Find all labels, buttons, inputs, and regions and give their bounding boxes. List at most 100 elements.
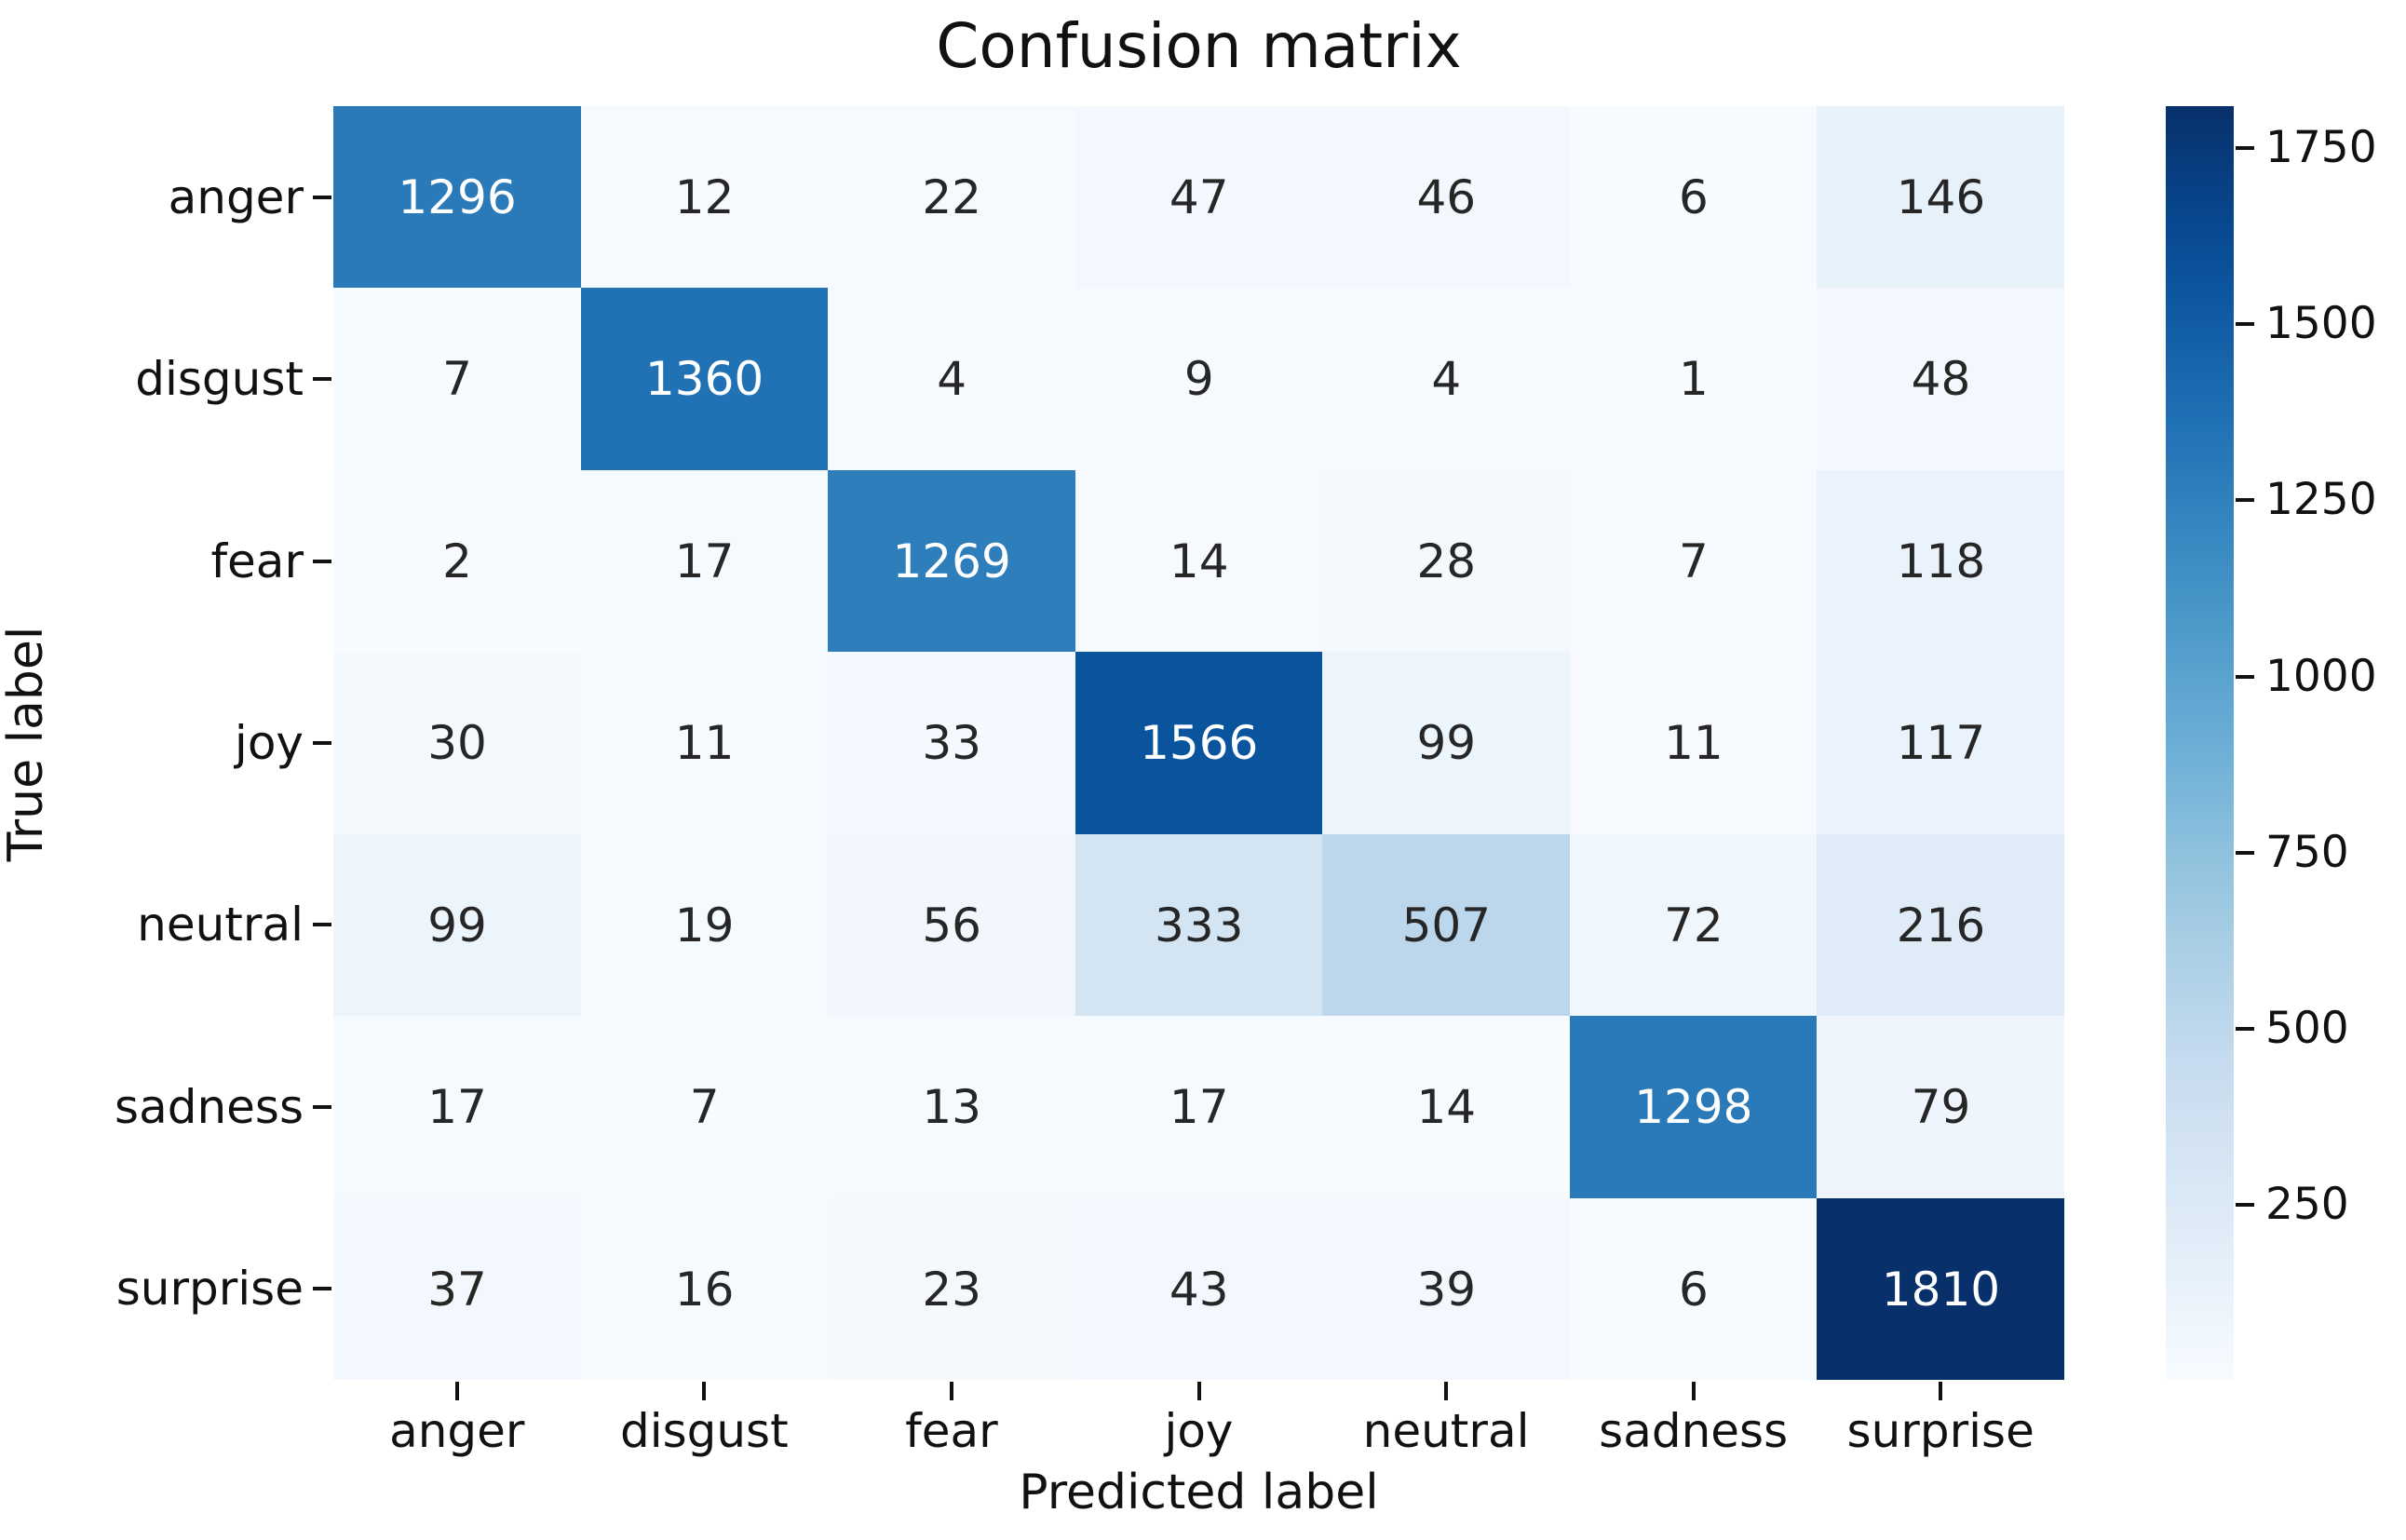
cell-value: 47 bbox=[1169, 169, 1229, 224]
y-tick-mark bbox=[313, 923, 331, 927]
heatmap-cell: 118 bbox=[1817, 469, 2065, 653]
cell-value: 16 bbox=[674, 1262, 735, 1317]
heatmap-cell: 99 bbox=[333, 833, 582, 1017]
cell-value: 11 bbox=[674, 716, 735, 771]
cell-value: 33 bbox=[922, 716, 981, 771]
y-axis-label: True label bbox=[0, 626, 54, 862]
colorbar-tick-label: 1250 bbox=[2265, 474, 2377, 526]
cell-value: 507 bbox=[1401, 898, 1492, 952]
cell-value: 7 bbox=[1678, 534, 1709, 588]
x-tick-mark bbox=[702, 1382, 707, 1400]
x-tick-label: surprise bbox=[1846, 1404, 2034, 1458]
colorbar-tick-mark bbox=[2236, 850, 2254, 855]
heatmap-cell: 1298 bbox=[1569, 1016, 1818, 1199]
cell-value: 37 bbox=[427, 1262, 487, 1317]
y-tick-mark bbox=[313, 1287, 331, 1291]
colorbar-tick-label: 750 bbox=[2265, 826, 2349, 878]
cell-value: 99 bbox=[427, 898, 487, 952]
heatmap-cell: 7 bbox=[333, 288, 582, 471]
heatmap-cell: 11 bbox=[580, 652, 829, 835]
x-tick-mark bbox=[949, 1382, 953, 1400]
colorbar-gradient bbox=[2166, 106, 2234, 1380]
cell-value: 99 bbox=[1416, 716, 1477, 771]
y-tick-mark bbox=[313, 195, 331, 199]
cell-value: 28 bbox=[1416, 534, 1477, 588]
cell-value: 4 bbox=[937, 352, 967, 407]
heatmap-cell: 28 bbox=[1322, 469, 1571, 653]
heatmap-cell: 4 bbox=[1322, 288, 1571, 471]
cell-value: 7 bbox=[689, 1080, 720, 1135]
heatmap-cell: 19 bbox=[580, 833, 829, 1017]
heatmap-cell: 12 bbox=[580, 106, 829, 289]
y-tick-label: joy bbox=[234, 716, 304, 770]
heatmap-cell: 99 bbox=[1322, 652, 1571, 835]
heatmap-cell: 2 bbox=[333, 469, 582, 653]
cell-value: 6 bbox=[1678, 169, 1709, 224]
cell-value: 1810 bbox=[1881, 1262, 2001, 1317]
heatmap-cell: 79 bbox=[1817, 1016, 2065, 1199]
cell-value: 1298 bbox=[1634, 1080, 1753, 1135]
heatmap-cell: 22 bbox=[828, 106, 1076, 289]
cell-value: 30 bbox=[427, 716, 487, 771]
cell-value: 1 bbox=[1678, 352, 1709, 407]
heatmap-cell: 6 bbox=[1569, 106, 1818, 289]
heatmap-cell: 43 bbox=[1075, 1197, 1323, 1381]
cell-value: 13 bbox=[922, 1080, 981, 1135]
heatmap-cell: 47 bbox=[1075, 106, 1323, 289]
heatmap-axes: 1296 12 22 47 46 6 146 7 1360 4 9 4 1 48 2 17 1269 14 28 7 1… bbox=[333, 106, 2065, 1381]
colorbar-tick-mark bbox=[2236, 498, 2254, 503]
x-tick-mark bbox=[454, 1382, 459, 1400]
cell-value: 43 bbox=[1169, 1262, 1229, 1317]
cell-value: 19 bbox=[674, 898, 735, 952]
chart-title: Confusion matrix bbox=[936, 10, 1462, 82]
x-tick-mark bbox=[1691, 1382, 1696, 1400]
cell-value: 39 bbox=[1416, 1262, 1477, 1317]
cell-value: 22 bbox=[922, 169, 981, 224]
heatmap-cell: 9 bbox=[1075, 288, 1323, 471]
heatmap-cell: 7 bbox=[1569, 469, 1818, 653]
cell-value: 56 bbox=[922, 898, 981, 952]
x-tick-label: fear bbox=[905, 1404, 998, 1458]
cell-value: 1296 bbox=[398, 169, 517, 224]
y-tick-label: sadness bbox=[115, 1079, 304, 1134]
colorbar-tick-label: 1750 bbox=[2265, 122, 2377, 174]
colorbar-tick-label: 500 bbox=[2265, 1002, 2349, 1054]
heatmap-cell: 1269 bbox=[828, 469, 1076, 653]
heatmap-cell: 6 bbox=[1569, 1197, 1818, 1381]
x-tick-label: sadness bbox=[1599, 1404, 1789, 1458]
cell-value: 1269 bbox=[892, 534, 1011, 588]
colorbar-tick-mark bbox=[2236, 1202, 2254, 1207]
cell-value: 333 bbox=[1155, 898, 1244, 952]
x-tick-label: neutral bbox=[1362, 1404, 1530, 1458]
x-tick-mark bbox=[1444, 1382, 1449, 1400]
y-tick-label: anger bbox=[168, 169, 304, 224]
cell-value: 23 bbox=[922, 1262, 981, 1317]
colorbar-tick-mark bbox=[2236, 1026, 2254, 1031]
colorbar-tick-mark bbox=[2236, 322, 2254, 327]
y-tick-mark bbox=[313, 1104, 331, 1109]
y-tick-label: neutral bbox=[137, 898, 304, 952]
heatmap-cell: 56 bbox=[828, 833, 1076, 1017]
x-tick-mark bbox=[1196, 1382, 1201, 1400]
heatmap-cell: 72 bbox=[1569, 833, 1818, 1017]
cell-value: 11 bbox=[1664, 716, 1723, 771]
heatmap-cell: 17 bbox=[333, 1016, 582, 1199]
x-tick-label: anger bbox=[389, 1404, 525, 1458]
heatmap-cell: 17 bbox=[580, 469, 829, 653]
heatmap-cell: 14 bbox=[1075, 469, 1323, 653]
heatmap-cell: 1 bbox=[1569, 288, 1818, 471]
cell-value: 48 bbox=[1911, 352, 1971, 407]
heatmap-cell: 146 bbox=[1817, 106, 2065, 289]
heatmap-cell: 333 bbox=[1075, 833, 1323, 1017]
cell-value: 7 bbox=[442, 352, 472, 407]
cell-value: 46 bbox=[1416, 169, 1477, 224]
heatmap-cell: 117 bbox=[1817, 652, 2065, 835]
colorbar-tick-label: 250 bbox=[2265, 1178, 2349, 1230]
colorbar-tick-label: 1000 bbox=[2265, 650, 2377, 702]
y-tick-mark bbox=[313, 559, 331, 563]
heatmap-cell: 37 bbox=[333, 1197, 582, 1381]
cell-value: 9 bbox=[1183, 352, 1214, 407]
heatmap-cell: 507 bbox=[1322, 833, 1571, 1017]
cell-value: 4 bbox=[1431, 352, 1462, 407]
y-tick-label: fear bbox=[210, 534, 304, 588]
